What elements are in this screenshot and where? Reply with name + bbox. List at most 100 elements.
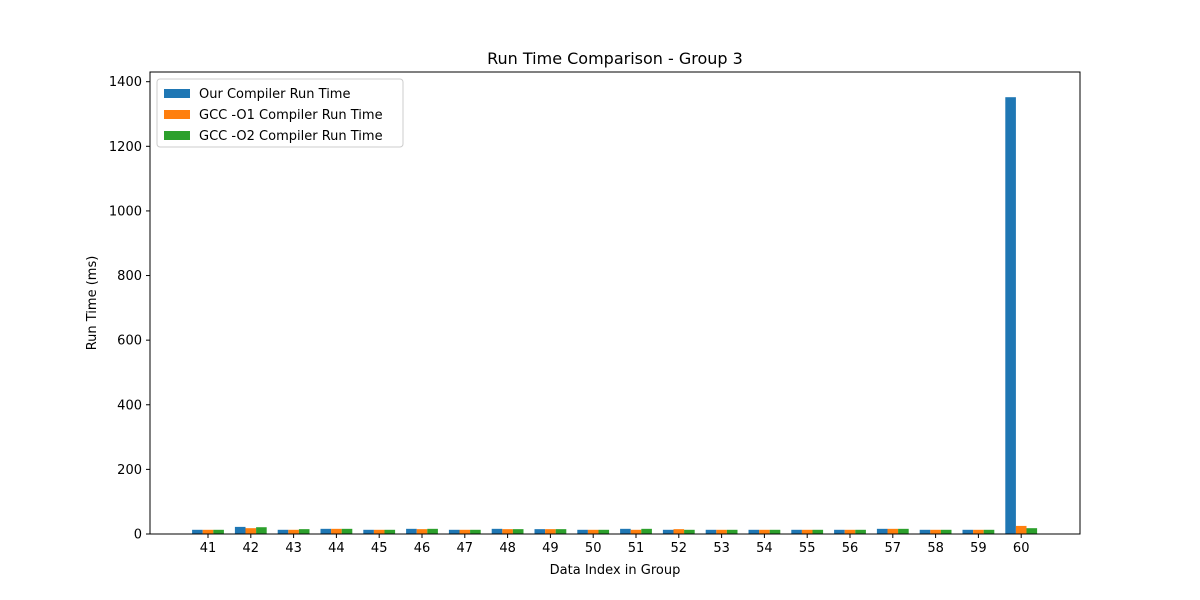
x-tick-label: 55 [799,541,816,556]
bar-51-series-3 [641,528,652,534]
bar-56-series-1 [834,529,845,534]
bar-60-series-3 [1026,528,1038,534]
legend-swatch-series-3 [164,131,190,140]
legend-label-series-2: GCC -O1 Compiler Run Time [199,108,383,123]
bar-49-series-3 [555,529,567,534]
bar-41-series-1 [192,529,203,534]
bar-53-series-2 [716,529,727,534]
y-tick-label: 1400 [109,75,142,90]
x-tick-label: 48 [499,541,516,556]
bar-52-series-3 [684,529,695,534]
bar-53-series-1 [705,529,717,534]
bar-57-series-2 [887,528,899,534]
y-tick-label: 800 [117,269,142,284]
legend-label-series-3: GCC -O2 Compiler Run Time [199,129,383,144]
x-tick-label: 45 [371,541,388,556]
bar-54-series-1 [748,529,760,534]
bar-54-series-2 [759,529,770,534]
x-tick-label: 56 [842,541,859,556]
bar-50-series-2 [587,529,599,534]
legend: Our Compiler Run Time GCC -O1 Compiler Ru… [156,78,404,148]
legend-swatch-series-1 [164,89,190,98]
bar-45-series-1 [363,529,374,534]
x-tick-label: 52 [671,541,688,556]
bar-48-series-1 [491,528,503,534]
bar-52-series-2 [673,529,685,534]
bar-41-series-3 [213,529,224,534]
bar-58-series-2 [930,529,941,534]
bar-46-series-1 [406,528,417,534]
bar-44-series-1 [320,528,332,534]
bar-53-series-3 [726,529,738,534]
bar-51-series-2 [630,529,642,534]
legend-box [156,78,404,148]
x-tick-label: 54 [756,541,773,556]
x-tick-label: 41 [200,541,217,556]
bar-55-series-1 [791,529,802,534]
bar-45-series-2 [373,529,385,534]
bar-46-series-2 [416,529,428,534]
bar-43-series-1 [277,529,289,534]
x-tick-label: 53 [713,541,730,556]
bar-42-series-2 [245,528,257,534]
x-tick-label: 57 [885,541,902,556]
bar-44-series-3 [341,528,353,534]
bar-43-series-3 [298,529,310,534]
x-tick-label: 42 [243,541,260,556]
bar-49-series-1 [534,529,546,534]
bar-56-series-3 [855,529,866,534]
x-tick-label: 49 [542,541,559,556]
x-tick-label: 59 [970,541,987,556]
bar-48-series-3 [512,529,524,534]
y-tick-label: 1200 [109,140,142,155]
bar-43-series-2 [288,529,299,534]
x-tick-label: 51 [628,541,645,556]
legend-label-series-1: Our Compiler Run Time [199,87,350,102]
bar-59-series-1 [962,529,974,534]
legend-swatch-series-2 [164,110,190,119]
x-tick-label: 50 [585,541,602,556]
bar-56-series-2 [844,529,856,534]
y-axis-ticks: 0 200 400 600 800 1000 1200 1400 [109,75,150,543]
x-tick-label: 44 [328,541,345,556]
bar-58-series-3 [940,529,952,534]
x-tick-label: 43 [285,541,302,556]
bar-47-series-3 [470,529,481,534]
y-tick-label: 200 [117,463,142,478]
bar-55-series-3 [812,529,824,534]
bar-52-series-1 [662,529,674,534]
bar-54-series-3 [769,529,781,534]
bar-41-series-2 [202,529,214,534]
y-tick-label: 1000 [109,204,142,219]
bar-47-series-2 [459,529,471,534]
bar-60-series-1 [1005,97,1016,534]
bar-42-series-1 [234,526,246,534]
bar-42-series-3 [256,527,267,534]
x-axis-ticks: 41 42 43 44 45 46 47 48 49 50 51 52 53 54 55 56 57 58 59 60 [200,534,1030,556]
bar-50-series-1 [577,529,588,534]
bar-59-series-3 [983,529,995,534]
bar-44-series-2 [331,528,342,534]
bar-49-series-2 [545,529,556,534]
x-tick-label: 47 [457,541,474,556]
chart-title: Run Time Comparison - Group 3 [487,49,743,68]
bar-60-series-2 [1015,525,1027,534]
bar-45-series-3 [384,529,396,534]
bar-58-series-1 [919,529,931,534]
x-tick-label: 58 [927,541,944,556]
plot-frame [149,71,1081,535]
y-tick-label: 0 [134,528,142,543]
bar-59-series-2 [973,529,984,534]
bars-group [192,97,1038,534]
x-tick-label: 60 [1013,541,1030,556]
bar-50-series-3 [598,529,610,534]
x-tick-label: 46 [414,541,431,556]
bar-47-series-1 [448,529,460,534]
bar-48-series-2 [502,529,513,534]
y-tick-label: 400 [117,398,142,413]
y-axis-label: Run Time (ms) [85,256,100,351]
x-axis-label: Data Index in Group [550,563,681,578]
bar-51-series-1 [620,528,631,534]
bar-57-series-3 [898,528,909,534]
